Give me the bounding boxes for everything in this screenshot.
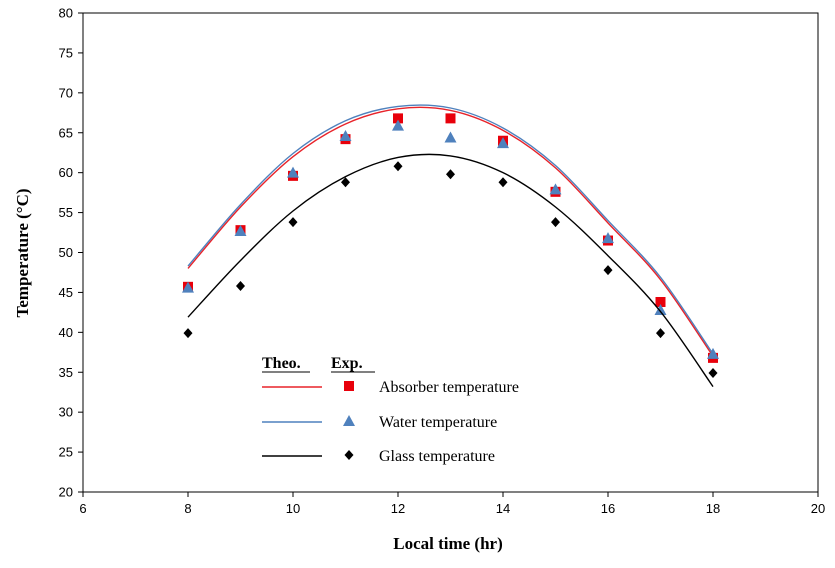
water-temperature-theoretical-line	[187, 104, 714, 355]
absorber-temperature-point	[393, 113, 403, 124]
water-temperature-point	[707, 347, 719, 359]
x-tick-label: 10	[286, 501, 300, 516]
legend-row-absorber-temperature: Absorber temperature	[262, 379, 519, 396]
water-temperature-point	[497, 137, 509, 149]
legend-exp-header: Exp.	[331, 355, 363, 372]
water-temperature-point	[234, 224, 247, 236]
x-tick-label: 14	[496, 501, 510, 516]
x-tick-label: 8	[184, 501, 191, 516]
legend-row-glass-temperature: Glass temperature	[262, 448, 495, 465]
water-temperature-point	[549, 183, 562, 195]
glass-temperature-point	[708, 368, 718, 379]
glass-temperature-point	[236, 281, 245, 292]
series-glass-temperature	[183, 153, 718, 388]
y-tick-label: 60	[59, 165, 73, 180]
x-tick-label: 6	[79, 501, 86, 516]
legend-label-water-temperature: Water temperature	[379, 414, 497, 431]
y-tick-label: 25	[59, 445, 73, 460]
legend: Theo. Exp. Absorber temperature Water tem…	[262, 355, 519, 465]
y-tick-label: 35	[59, 365, 73, 380]
series-absorber-temperature	[183, 106, 718, 363]
glass-temperature-point	[656, 328, 665, 339]
legend-marker-glass-temperature	[344, 450, 354, 460]
glass-temperature-point	[446, 169, 455, 180]
axes	[78, 12, 819, 497]
y-tick-label: 50	[59, 245, 73, 260]
y-tick-label: 45	[59, 285, 73, 300]
legend-label-glass-temperature: Glass temperature	[379, 448, 495, 465]
y-tick-label: 70	[59, 85, 73, 100]
y-tick-labels: 20 25 30 35 40 45 50 55 60 65 70 75 80	[59, 6, 73, 500]
water-temperature-point	[602, 232, 614, 244]
y-tick-label: 80	[59, 6, 73, 21]
legend-rows: Absorber temperature Water temperature Gla…	[262, 379, 519, 465]
y-tick-label: 55	[59, 205, 73, 220]
y-tick-label: 20	[59, 485, 73, 500]
absorber-temperature-theoretical-line	[187, 106, 714, 357]
glass-temperature-theoretical-line	[187, 153, 714, 388]
water-temperature-point	[392, 119, 404, 131]
water-temperature-point	[182, 281, 194, 293]
x-tick-label: 16	[601, 501, 615, 516]
y-tick-label: 65	[59, 125, 73, 140]
x-tick-label: 20	[811, 501, 825, 516]
series-water-temperature	[182, 104, 719, 359]
legend-marker-water-temperature	[343, 415, 355, 426]
legend-row-water-temperature: Water temperature	[262, 414, 497, 431]
y-axis-title: Temperature (°C)	[13, 188, 32, 317]
plot-area	[182, 104, 719, 388]
water-temperature-point	[444, 131, 457, 143]
absorber-temperature-point	[445, 113, 456, 124]
legend-theo-header: Theo.	[262, 355, 301, 372]
glass-temperature-point	[498, 177, 508, 188]
x-tick-label: 12	[391, 501, 405, 516]
glass-temperature-point	[551, 217, 560, 228]
x-tick-labels: 6 8 10 12 14 16 18 20	[79, 501, 825, 516]
y-tick-label: 40	[59, 325, 73, 340]
y-tick-label: 75	[59, 45, 73, 60]
glass-temperature-point	[603, 265, 613, 276]
y-tick-label: 30	[59, 405, 73, 420]
glass-temperature-point	[183, 328, 193, 339]
absorber-temperature-point	[655, 296, 666, 307]
x-axis-title: Local time (hr)	[393, 534, 503, 553]
legend-marker-absorber-temperature	[344, 381, 354, 391]
glass-temperature-point	[393, 161, 403, 172]
water-temperature-point	[654, 303, 667, 315]
glass-temperature-point	[341, 177, 350, 188]
water-temperature-point	[287, 166, 299, 178]
glass-temperature-point	[288, 217, 298, 228]
x-tick-label: 18	[706, 501, 720, 516]
water-temperature-point	[339, 129, 352, 141]
legend-label-absorber-temperature: Absorber temperature	[379, 379, 519, 396]
